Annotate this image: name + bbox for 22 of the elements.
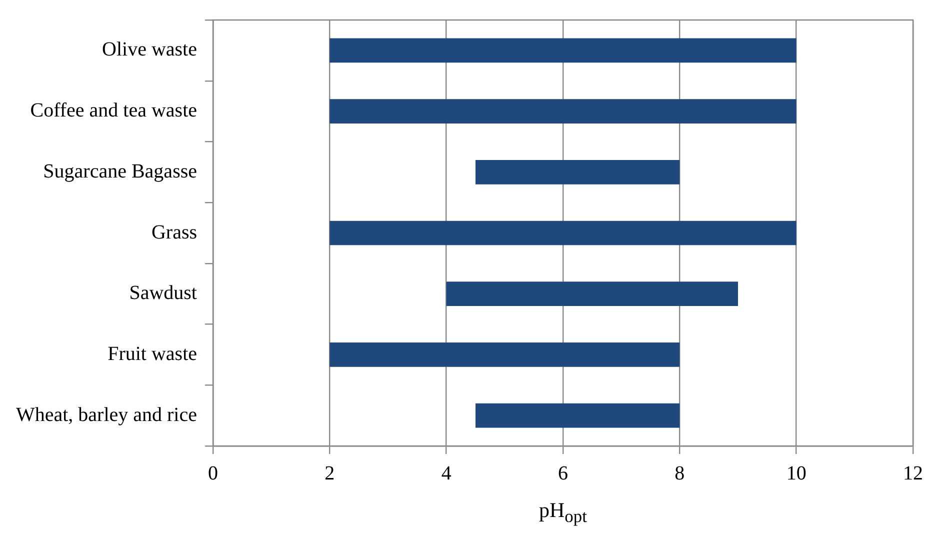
bar [330, 99, 796, 124]
x-tick-label: 10 [786, 462, 806, 484]
bar [330, 38, 796, 63]
x-tick-label: 2 [324, 462, 335, 484]
x-tick-label: 12 [903, 462, 923, 484]
x-tick-label: 0 [208, 462, 218, 484]
y-tick-label: Wheat, barley and rice [16, 404, 198, 426]
bar [476, 403, 680, 428]
y-tick-label: Fruit waste [108, 342, 198, 365]
bar [476, 160, 680, 184]
x-tick-label: 6 [558, 462, 568, 484]
y-tick-label: Sugarcane Bagasse [43, 160, 198, 182]
bar [330, 220, 796, 246]
x-tick-label: 8 [674, 462, 685, 484]
y-tick-label: Grass [151, 221, 198, 244]
bar [446, 282, 738, 306]
y-tick-label: Olive waste [102, 38, 198, 61]
x-axis-title: pH$_{opt}$ [538, 498, 588, 528]
x-tick-label: 4 [441, 462, 452, 484]
y-tick-label: Coffee and tea waste [30, 100, 198, 122]
y-tick-label: Sawdust [129, 282, 198, 304]
bar [330, 342, 680, 367]
